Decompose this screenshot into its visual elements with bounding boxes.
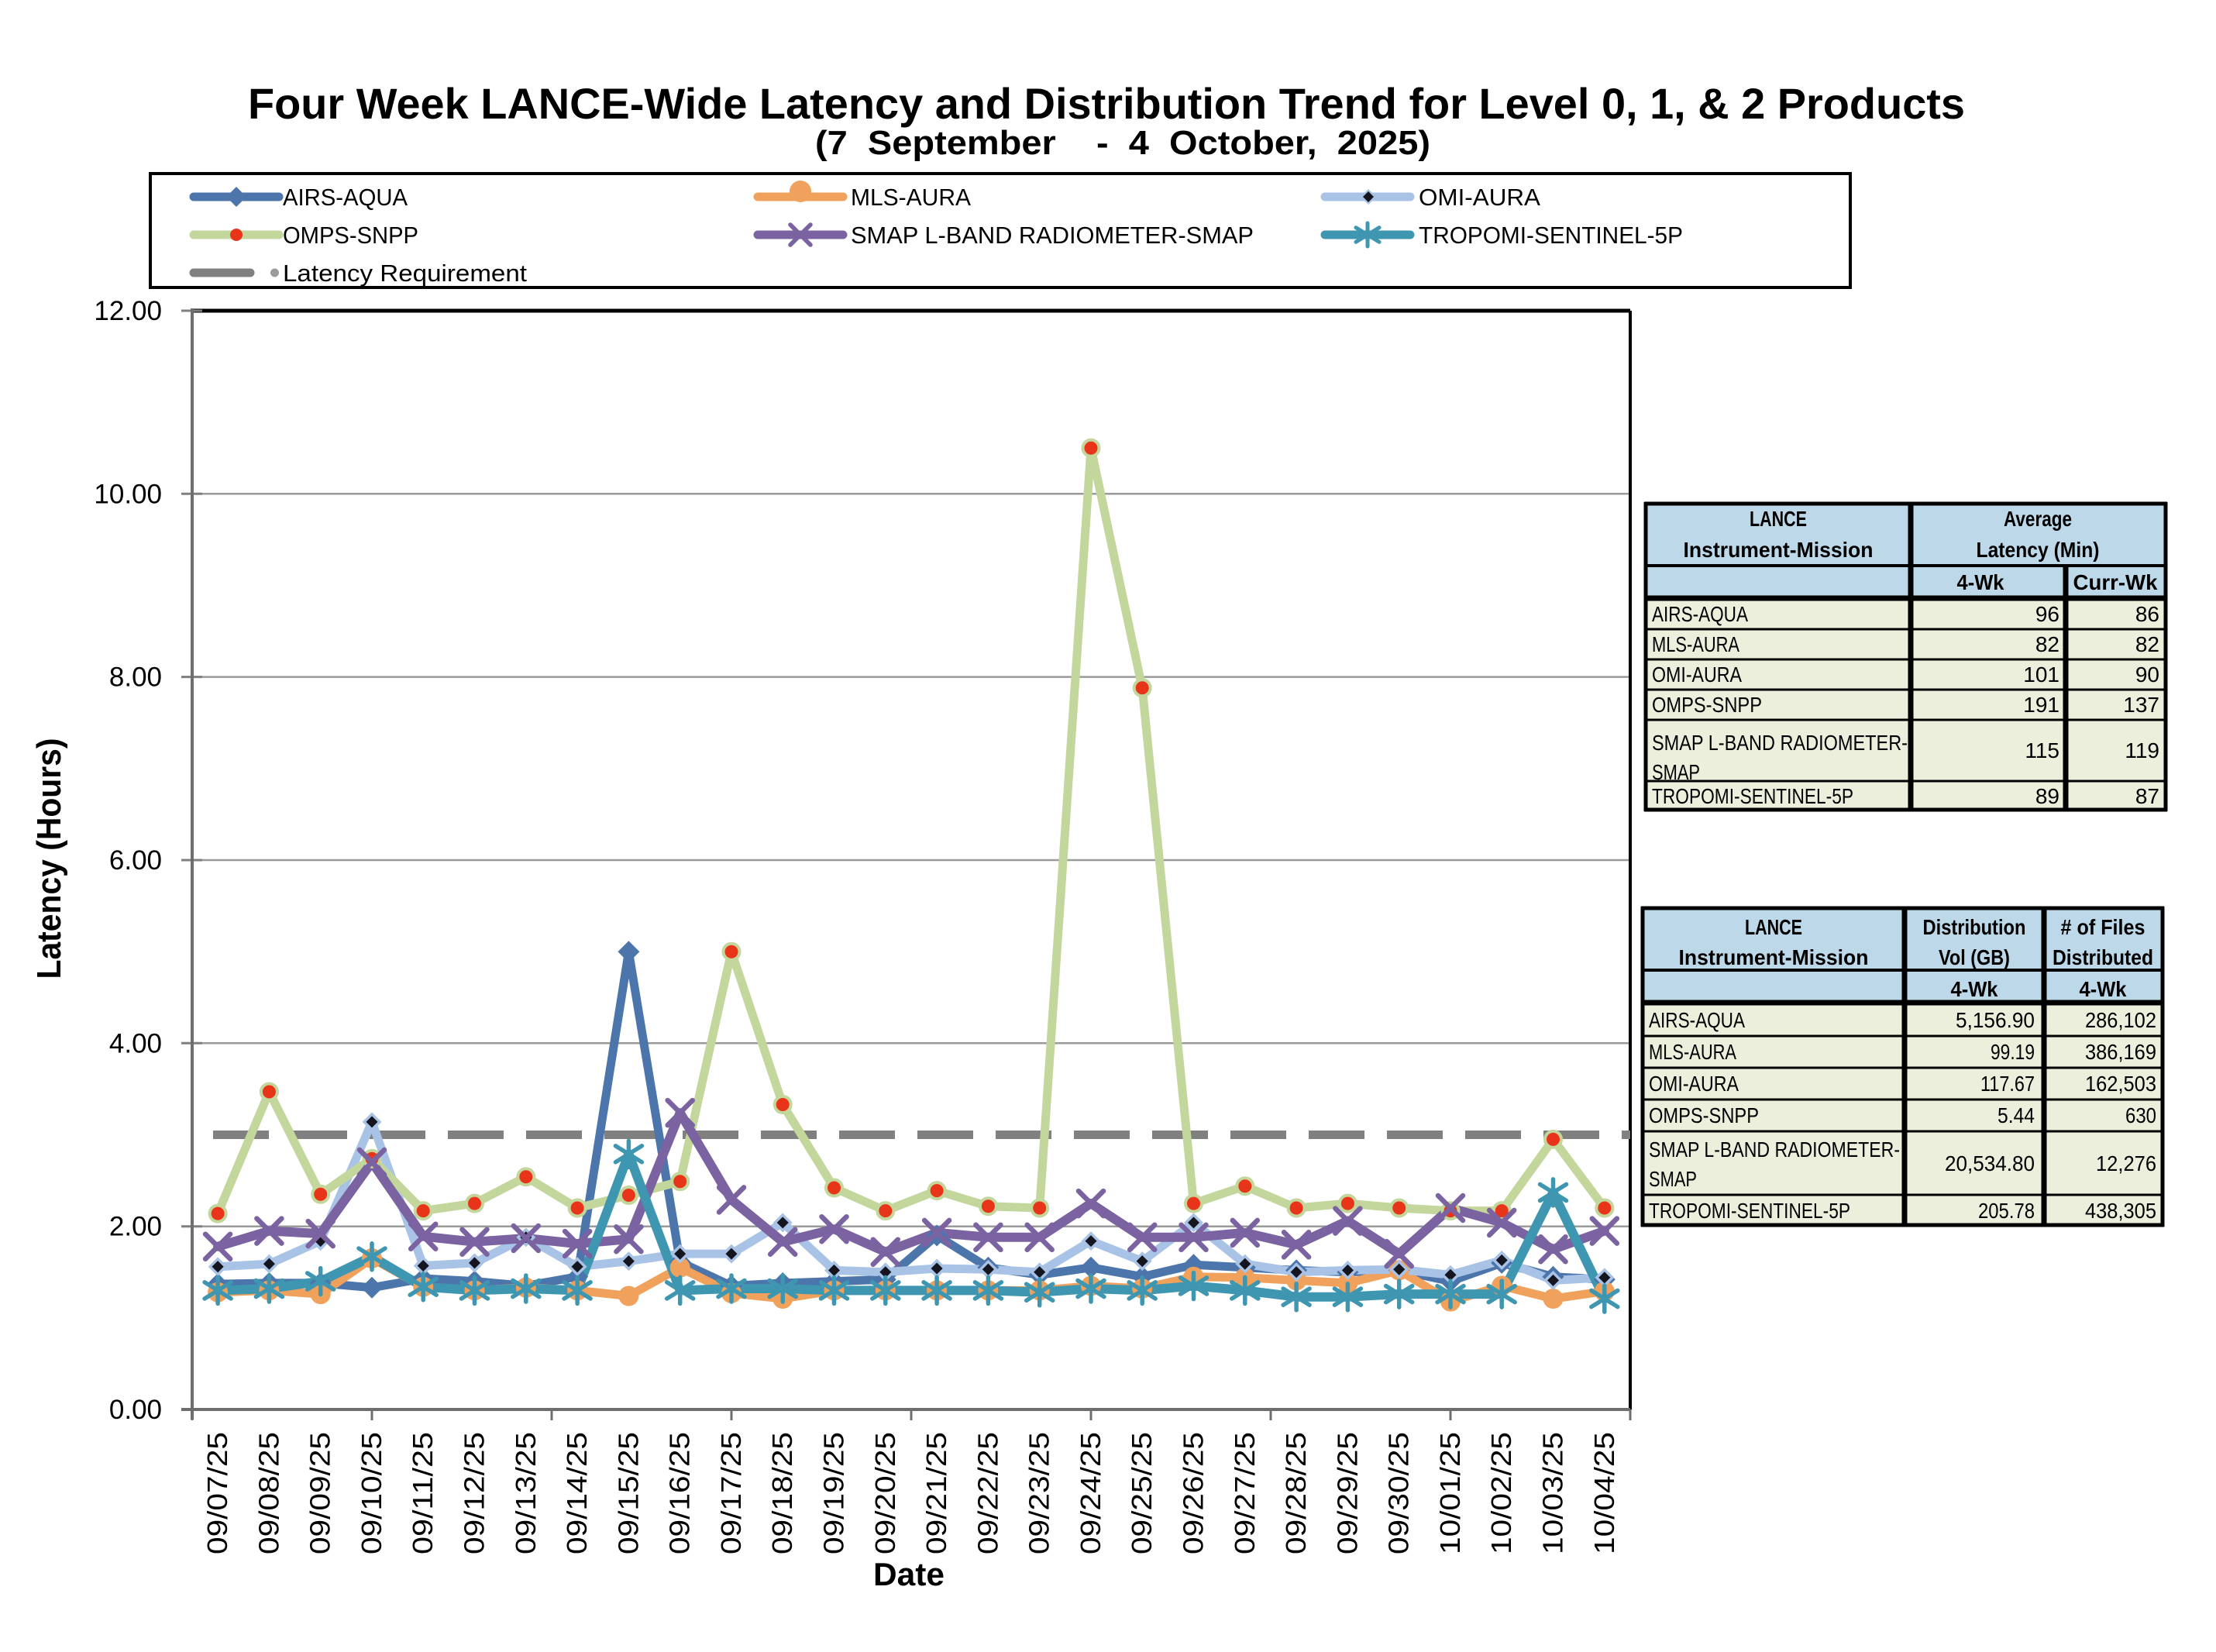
svg-text:5,156.90: 5,156.90	[1956, 1008, 2035, 1032]
svg-text:Four Week LANCE-Wide Latency a: Four Week LANCE-Wide Latency and Distrib…	[248, 79, 1965, 128]
svg-text:101: 101	[2023, 663, 2059, 687]
svg-text:09/07/25: 09/07/25	[201, 1432, 233, 1554]
svg-text:09/28/25: 09/28/25	[1280, 1432, 1312, 1554]
svg-text:Distribution: Distribution	[1923, 915, 2026, 939]
svg-text:438,305: 438,305	[2085, 1199, 2156, 1223]
svg-text:TROPOMI-SENTINEL-5P: TROPOMI-SENTINEL-5P	[1419, 222, 1683, 249]
svg-text:09/10/25: 09/10/25	[356, 1432, 387, 1554]
svg-text:OMI-AURA: OMI-AURA	[1652, 663, 1742, 687]
svg-text:(7 September - 4 October: (7 September - 4 October, 2025)	[815, 124, 1430, 162]
svg-text:205.78: 205.78	[1978, 1199, 2035, 1223]
svg-text:10/01/25: 10/01/25	[1434, 1432, 1466, 1554]
svg-text:AIRS-AQUA: AIRS-AQUA	[283, 184, 408, 211]
svg-text:09/11/25: 09/11/25	[407, 1432, 439, 1554]
svg-text:Date: Date	[873, 1556, 945, 1592]
svg-text:82: 82	[2135, 632, 2159, 656]
svg-text:10/03/25: 10/03/25	[1537, 1432, 1569, 1554]
svg-text:86: 86	[2135, 602, 2159, 626]
svg-text:162,503: 162,503	[2085, 1072, 2156, 1096]
svg-text:12,276: 12,276	[2096, 1151, 2156, 1175]
svg-text:6.00: 6.00	[109, 845, 162, 876]
svg-text:90: 90	[2135, 663, 2159, 687]
svg-text:Latency Requirement: Latency Requirement	[283, 260, 527, 287]
svg-text:09/15/25: 09/15/25	[612, 1432, 644, 1554]
svg-text:09/13/25: 09/13/25	[510, 1432, 542, 1554]
svg-text:09/22/25: 09/22/25	[972, 1432, 1003, 1554]
svg-text:LANCE: LANCE	[1750, 507, 1807, 531]
svg-text:386,169: 386,169	[2085, 1040, 2156, 1064]
svg-text:96: 96	[2035, 602, 2059, 626]
svg-text:09/27/25: 09/27/25	[1229, 1432, 1261, 1554]
svg-text:AIRS-AQUA: AIRS-AQUA	[1649, 1008, 1745, 1032]
svg-text:TROPOMI-SENTINEL-5P: TROPOMI-SENTINEL-5P	[1652, 784, 1853, 808]
svg-text:# of Files: # of Files	[2061, 915, 2145, 939]
svg-text:OMPS-SNPP: OMPS-SNPP	[283, 222, 418, 249]
svg-text:10.00: 10.00	[94, 479, 162, 509]
svg-text:191: 191	[2023, 693, 2059, 717]
svg-text:2.00: 2.00	[109, 1212, 162, 1242]
svg-text:630: 630	[2125, 1103, 2156, 1127]
svg-text:Average: Average	[2004, 507, 2072, 531]
svg-text:Latency (Hours): Latency (Hours)	[30, 738, 68, 979]
svg-text:5.44: 5.44	[1997, 1103, 2035, 1127]
svg-text:82: 82	[2035, 632, 2059, 656]
svg-text:09/18/25: 09/18/25	[766, 1432, 798, 1554]
svg-text:09/14/25: 09/14/25	[561, 1432, 593, 1554]
svg-text:09/29/25: 09/29/25	[1331, 1432, 1363, 1554]
svg-text:09/25/25: 09/25/25	[1126, 1432, 1158, 1554]
svg-text:99.19: 99.19	[1991, 1040, 2035, 1064]
svg-text:Distributed: Distributed	[2053, 945, 2153, 969]
svg-text:SMAP: SMAP	[1649, 1167, 1697, 1191]
svg-text:09/12/25: 09/12/25	[459, 1432, 490, 1554]
svg-text:20,534.80: 20,534.80	[1945, 1151, 2035, 1175]
svg-text:09/16/25: 09/16/25	[664, 1432, 696, 1554]
svg-text:Vol (GB): Vol (GB)	[1939, 945, 2010, 969]
svg-text:MLS-AURA: MLS-AURA	[1649, 1040, 1736, 1064]
svg-text:OMI-AURA: OMI-AURA	[1419, 184, 1540, 211]
svg-text:SMAP L-BAND RADIOMETER-SMAP: SMAP L-BAND RADIOMETER-SMAP	[851, 222, 1254, 249]
svg-text:09/21/25: 09/21/25	[920, 1432, 952, 1554]
svg-text:MLS-AURA: MLS-AURA	[851, 184, 971, 211]
svg-text:SMAP L-BAND RADIOMETER-: SMAP L-BAND RADIOMETER-	[1649, 1137, 1900, 1162]
svg-text:4-Wk: 4-Wk	[1951, 977, 1998, 1001]
svg-text:09/30/25: 09/30/25	[1383, 1432, 1415, 1554]
svg-text:117.67: 117.67	[1980, 1072, 2035, 1096]
svg-text:119: 119	[2125, 738, 2159, 762]
svg-text:OMPS-SNPP: OMPS-SNPP	[1649, 1103, 1759, 1127]
svg-text:09/26/25: 09/26/25	[1178, 1432, 1210, 1554]
svg-text:LANCE: LANCE	[1745, 915, 1802, 939]
svg-text:Latency (Min): Latency (Min)	[1977, 538, 2100, 562]
svg-text:09/19/25: 09/19/25	[818, 1432, 850, 1554]
svg-text:OMPS-SNPP: OMPS-SNPP	[1652, 693, 1762, 717]
svg-text:09/23/25: 09/23/25	[1024, 1432, 1055, 1554]
svg-text:4.00: 4.00	[109, 1028, 162, 1058]
svg-text:4-Wk: 4-Wk	[1957, 570, 2004, 594]
svg-text:89: 89	[2035, 784, 2059, 808]
svg-text:4-Wk: 4-Wk	[2080, 977, 2127, 1001]
svg-text:10/02/25: 10/02/25	[1485, 1432, 1517, 1554]
svg-text:115: 115	[2025, 738, 2059, 762]
svg-text:Instrument-Mission: Instrument-Mission	[1679, 945, 1869, 969]
svg-text:8.00: 8.00	[109, 663, 162, 693]
svg-text:Curr-Wk: Curr-Wk	[2073, 570, 2158, 594]
svg-text:SMAP L-BAND RADIOMETER-: SMAP L-BAND RADIOMETER-	[1652, 731, 1908, 755]
svg-text:AIRS-AQUA: AIRS-AQUA	[1652, 602, 1748, 626]
svg-text:Instrument-Mission: Instrument-Mission	[1684, 538, 1874, 562]
svg-text:286,102: 286,102	[2085, 1008, 2156, 1032]
svg-text:OMI-AURA: OMI-AURA	[1649, 1072, 1739, 1096]
svg-text:TROPOMI-SENTINEL-5P: TROPOMI-SENTINEL-5P	[1649, 1199, 1850, 1223]
svg-text:12.00: 12.00	[94, 296, 162, 326]
svg-text:MLS-AURA: MLS-AURA	[1652, 632, 1739, 656]
svg-text:0.00: 0.00	[109, 1395, 162, 1425]
svg-text:09/08/25: 09/08/25	[253, 1432, 284, 1554]
svg-text:137: 137	[2123, 693, 2159, 717]
svg-text:87: 87	[2135, 784, 2159, 808]
svg-text:09/20/25: 09/20/25	[869, 1432, 901, 1554]
svg-text:10/04/25: 10/04/25	[1588, 1432, 1620, 1554]
svg-text:09/17/25: 09/17/25	[715, 1432, 747, 1554]
svg-text:09/09/25: 09/09/25	[305, 1432, 336, 1554]
svg-text:09/24/25: 09/24/25	[1075, 1432, 1106, 1554]
